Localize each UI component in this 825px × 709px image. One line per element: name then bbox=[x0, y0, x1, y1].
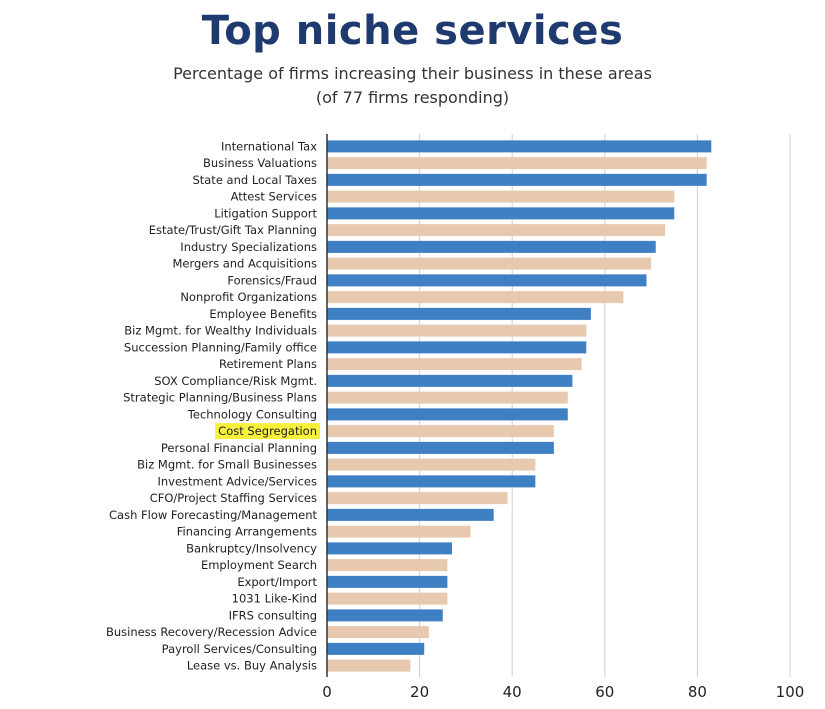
category-label: Attest Services bbox=[231, 190, 317, 204]
x-tick-label: 0 bbox=[322, 683, 332, 701]
category-label: Business Valuations bbox=[203, 156, 317, 170]
category-label: Strategic Planning/Business Plans bbox=[123, 391, 317, 405]
category-label: Cash Flow Forecasting/Management bbox=[109, 508, 317, 522]
bar bbox=[327, 190, 675, 203]
bar bbox=[327, 542, 453, 555]
category-label: SOX Compliance/Risk Mgmt. bbox=[154, 374, 317, 388]
category-label: Lease vs. Buy Analysis bbox=[187, 659, 317, 673]
bar bbox=[327, 374, 573, 387]
category-label: Export/Import bbox=[237, 575, 317, 589]
bar bbox=[327, 508, 494, 521]
x-tick-label: 100 bbox=[776, 683, 805, 701]
bar bbox=[327, 492, 508, 505]
category-label: State and Local Taxes bbox=[192, 173, 317, 187]
bar bbox=[327, 307, 591, 320]
bar bbox=[327, 291, 624, 304]
bar bbox=[327, 341, 587, 354]
bar bbox=[327, 642, 425, 655]
bar bbox=[327, 391, 568, 404]
category-label: Cost Segregation bbox=[218, 424, 317, 438]
category-labels: International Tax Business Valuations Stat… bbox=[106, 139, 320, 673]
bars bbox=[327, 140, 712, 672]
x-tick-label: 20 bbox=[410, 683, 429, 701]
bar bbox=[327, 659, 411, 672]
category-label: Bankruptcy/Insolvency bbox=[186, 541, 317, 555]
chart-subtitle-line2: (of 77 firms responding) bbox=[315, 88, 510, 107]
category-label: Forensics/Fraud bbox=[227, 273, 317, 287]
x-tick-label: 40 bbox=[503, 683, 522, 701]
category-label: Retirement Plans bbox=[219, 357, 317, 371]
label-highlight bbox=[215, 423, 320, 440]
x-tick-label: 60 bbox=[595, 683, 614, 701]
category-label: Investment Advice/Services bbox=[157, 474, 317, 488]
bar bbox=[327, 626, 429, 639]
category-label: Estate/Trust/Gift Tax Planning bbox=[149, 223, 317, 237]
x-tick-label: 80 bbox=[688, 683, 707, 701]
category-label: Employee Benefits bbox=[209, 307, 317, 321]
category-label: International Tax bbox=[221, 139, 317, 153]
bar bbox=[327, 525, 471, 538]
bar bbox=[327, 274, 647, 287]
bar bbox=[327, 575, 448, 588]
category-label: Financing Arrangements bbox=[177, 525, 317, 539]
bar bbox=[327, 240, 656, 253]
category-label: CFO/Project Staffing Services bbox=[150, 491, 317, 505]
category-label: 1031 Like-Kind bbox=[232, 592, 317, 606]
category-label: Technology Consulting bbox=[187, 407, 317, 421]
bar bbox=[327, 207, 675, 220]
category-label: Employment Search bbox=[201, 558, 317, 572]
bar bbox=[327, 358, 582, 371]
bar bbox=[327, 458, 536, 471]
bar bbox=[327, 224, 665, 237]
category-label: Succession Planning/Family office bbox=[124, 340, 317, 354]
bar bbox=[327, 441, 554, 454]
chart-title: Top niche services bbox=[201, 8, 624, 54]
bar bbox=[327, 609, 443, 622]
category-label: Biz Mgmt. for Small Businesses bbox=[137, 458, 317, 472]
x-axis: 0 20 40 60 80 100 bbox=[322, 134, 804, 701]
bar bbox=[327, 559, 448, 572]
bar bbox=[327, 157, 707, 170]
category-label: Personal Financial Planning bbox=[161, 441, 317, 455]
category-label: Biz Mgmt. for Wealthy Individuals bbox=[124, 324, 317, 338]
bar bbox=[327, 425, 554, 438]
bar bbox=[327, 475, 536, 488]
category-label: Payroll Services/Consulting bbox=[162, 642, 317, 656]
category-label: Nonprofit Organizations bbox=[180, 290, 317, 304]
bar bbox=[327, 592, 448, 605]
category-label: Business Recovery/Recession Advice bbox=[106, 625, 317, 639]
bar bbox=[327, 140, 712, 153]
category-label: Mergers and Acquisitions bbox=[172, 257, 317, 271]
bar bbox=[327, 408, 568, 421]
category-label: Litigation Support bbox=[214, 206, 317, 220]
bar bbox=[327, 324, 587, 337]
category-label: IFRS consulting bbox=[229, 608, 317, 622]
bar bbox=[327, 173, 707, 186]
category-label: Industry Specializations bbox=[180, 240, 317, 254]
bar bbox=[327, 257, 652, 270]
chart-subtitle-line1: Percentage of firms increasing their bus… bbox=[173, 64, 652, 83]
